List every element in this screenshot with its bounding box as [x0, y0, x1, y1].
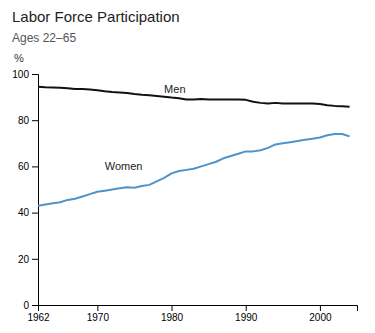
x-axis-line [39, 306, 358, 312]
x-tick-mark [320, 305, 321, 311]
x-tick-label: 1980 [161, 312, 184, 323]
x-tick-mark [97, 305, 98, 311]
chart: Labor Force ParticipationAges 22–6519621… [0, 0, 375, 333]
lines [38, 87, 350, 206]
y-tick: 100 [12, 69, 38, 80]
line-label: Women [105, 160, 143, 172]
y-tick-mark [32, 259, 38, 260]
y-tick-label: 40 [18, 207, 30, 218]
y-tick-mark [32, 74, 38, 75]
y-tick-label: 20 [18, 254, 30, 265]
line [38, 134, 350, 206]
y-tick-mark [32, 213, 38, 214]
y-tick: 20 [18, 254, 38, 265]
x-tick: 1962 [27, 305, 50, 323]
x-tick-label: 1990 [235, 312, 258, 323]
x-tick: 1980 [161, 305, 184, 323]
x-tick-label: 1962 [27, 312, 50, 323]
y-tick-label: 80 [18, 115, 30, 126]
x-tick-mark [246, 305, 247, 311]
y-tick: 80 [18, 115, 38, 126]
x-tick: 1970 [87, 305, 110, 323]
y-tick: 40 [18, 207, 38, 218]
x-tick-mark [172, 305, 173, 311]
y-tick: 60 [18, 161, 38, 172]
y-tick-label: 0 [23, 300, 29, 311]
y-tick: 0 [23, 300, 38, 311]
x-tick: 2000 [309, 305, 332, 323]
line-label: Men [164, 83, 185, 95]
x-tick-label: 2000 [309, 312, 332, 323]
x-tick: 1990 [235, 305, 258, 323]
y-tick-label: 60 [18, 161, 30, 172]
y-axis: 0 20 40 60 80 100 [12, 69, 38, 311]
y-tick-label: 100 [12, 69, 29, 80]
y-tick-mark [32, 120, 38, 121]
x-tick-label: 1970 [87, 312, 110, 323]
y-axis-label: % [14, 52, 24, 64]
line [38, 87, 350, 107]
x-axis: 1962 1970 1980 1990 2000 [27, 305, 357, 323]
y-tick-mark [32, 166, 38, 167]
subtitle: Ages 22–65 [12, 31, 76, 45]
plot: 1962 1970 1980 1990 2000 0 20 40 60 80 100% Men Wome… [12, 52, 357, 323]
title: Labor Force Participation [12, 8, 180, 25]
y-tick-mark [32, 305, 38, 306]
line-labels: Men Women [105, 83, 186, 172]
y-axis-line [32, 75, 39, 306]
